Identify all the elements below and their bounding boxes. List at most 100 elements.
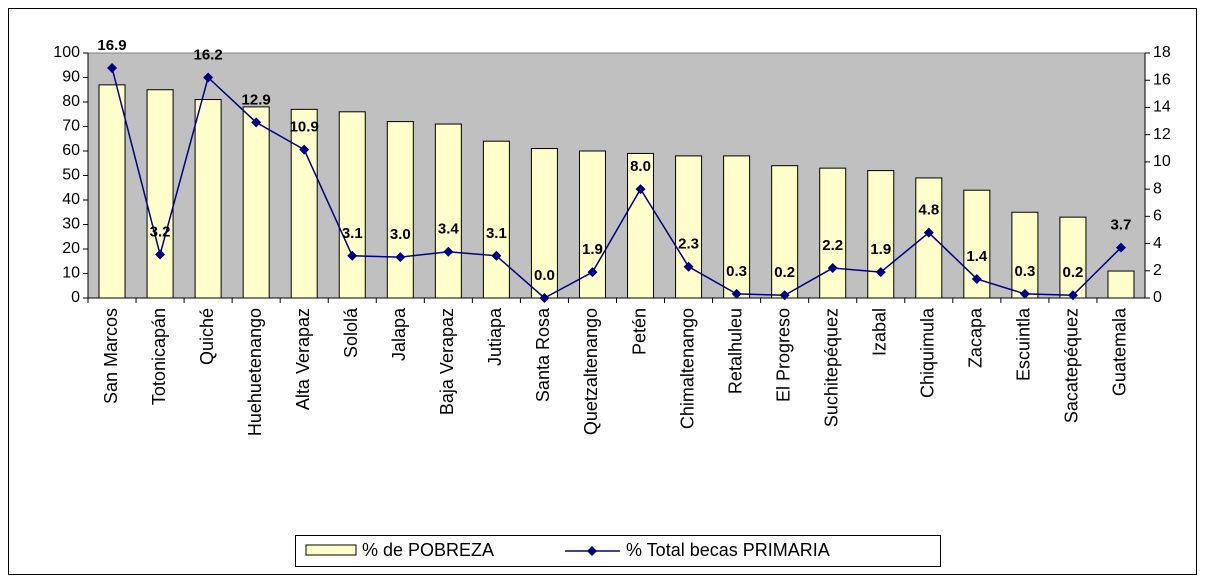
y-tick-label: 90 [62,69,80,86]
y-tick-label: 20 [62,240,80,257]
bar [819,167,847,299]
y2-tick-label: 8 [1153,180,1162,197]
x-tick-label: Totonicapán [149,308,169,405]
data-label: 0.0 [534,267,555,284]
bar [194,99,222,299]
x-tick-label: Suchitepéquez [821,308,841,427]
marker [539,293,550,303]
legend: % de POBREZA % Total becas PRIMARIA [295,535,941,567]
y2-tick-label: 2 [1153,262,1162,279]
data-label: 2.3 [678,236,699,253]
marker [587,267,598,278]
x-tick-label: Sacatepéquez [1062,308,1082,423]
x-tick-label: Quiché [197,308,217,365]
bar [146,89,174,299]
x-tick-label: Izabal [870,308,890,356]
data-label: 16.2 [194,46,223,63]
x-tick-label: Quetzaltenango [581,308,601,435]
data-label: 1.9 [870,241,891,258]
marker [1067,290,1078,301]
marker [491,250,502,261]
marker [299,144,310,155]
x-tick-label: Escuintla [1014,307,1034,381]
marker [395,252,406,263]
data-label: 3.2 [150,223,171,240]
bar [723,155,751,299]
x-tick-label: Jalapa [389,307,409,361]
x-tick-label: Chiquimula [918,307,938,398]
y2-tick-label: 18 [1153,44,1171,61]
data-label: 3.1 [342,225,363,242]
x-tick-label: Santa Rosa [533,307,553,402]
y-tick-label: 60 [62,142,80,159]
bar [675,155,703,299]
marker [155,249,166,260]
y2-tick-label: 14 [1153,99,1171,116]
marker [347,250,358,261]
x-tick-label: Jutiapa [485,307,505,366]
y-tick-label: 0 [71,289,80,306]
x-tick-label: Chimaltenango [677,308,697,429]
x-tick-label: Huehuetenango [245,308,265,436]
marker [251,117,262,128]
data-label: 3.0 [390,226,411,243]
bar [867,170,895,299]
data-label: 1.9 [582,241,603,258]
bar [915,177,943,299]
data-label: 10.9 [290,119,319,136]
y-tick-label: 100 [53,44,80,61]
x-tick-label: Baja Verapaz [437,308,457,415]
x-tick-label: Retalhuleu [725,308,745,394]
y-tick-label: 50 [62,167,80,184]
data-label: 0.2 [774,264,795,281]
x-tick-label: San Marcos [101,308,121,404]
x-tick-label: El Progreso [773,308,793,402]
x-tick-label: Guatemala [1110,307,1130,396]
data-label: 4.8 [918,202,939,219]
x-tick-label: Alta Verapaz [293,308,313,410]
data-label: 0.3 [1014,263,1035,280]
data-label: 3.1 [486,225,507,242]
marker [683,261,694,272]
bar [338,111,366,299]
data-label: 12.9 [242,91,271,108]
legend-label: % Total becas PRIMARIA [626,540,830,560]
marker [203,72,214,83]
y-tick-label: 70 [62,118,80,135]
y2-tick-label: 16 [1153,71,1171,88]
marker [731,288,742,299]
data-label: 8.0 [630,158,651,175]
bar [434,123,462,299]
y2-tick-label: 6 [1153,208,1162,225]
marker [923,227,934,238]
y2-tick-label: 12 [1153,126,1171,143]
x-tick-label: Sololá [341,307,361,358]
marker [1115,242,1126,253]
marker [107,62,118,73]
bar [98,84,126,299]
y-tick-label: 80 [62,93,80,110]
legend-swatch [305,544,357,556]
bar [482,140,510,299]
marker [1019,288,1030,299]
marker [443,246,454,257]
data-label: 1.4 [966,248,988,265]
data-label: 2.2 [822,237,843,254]
legend-marker [587,546,597,556]
data-label: 0.3 [726,263,747,280]
bar [242,106,270,299]
bar [386,121,414,299]
data-label: 3.4 [438,221,460,238]
line [111,67,1122,299]
marker [635,184,646,195]
y2-tick-label: 0 [1153,289,1162,306]
x-tick-label: Petén [629,308,649,355]
data-label: 3.7 [1111,217,1132,234]
bar [1059,216,1087,299]
marker [875,267,886,278]
bar [1107,270,1135,299]
y2-tick-label: 4 [1153,235,1162,252]
y-tick-label: 40 [62,191,80,208]
bar [290,108,318,299]
